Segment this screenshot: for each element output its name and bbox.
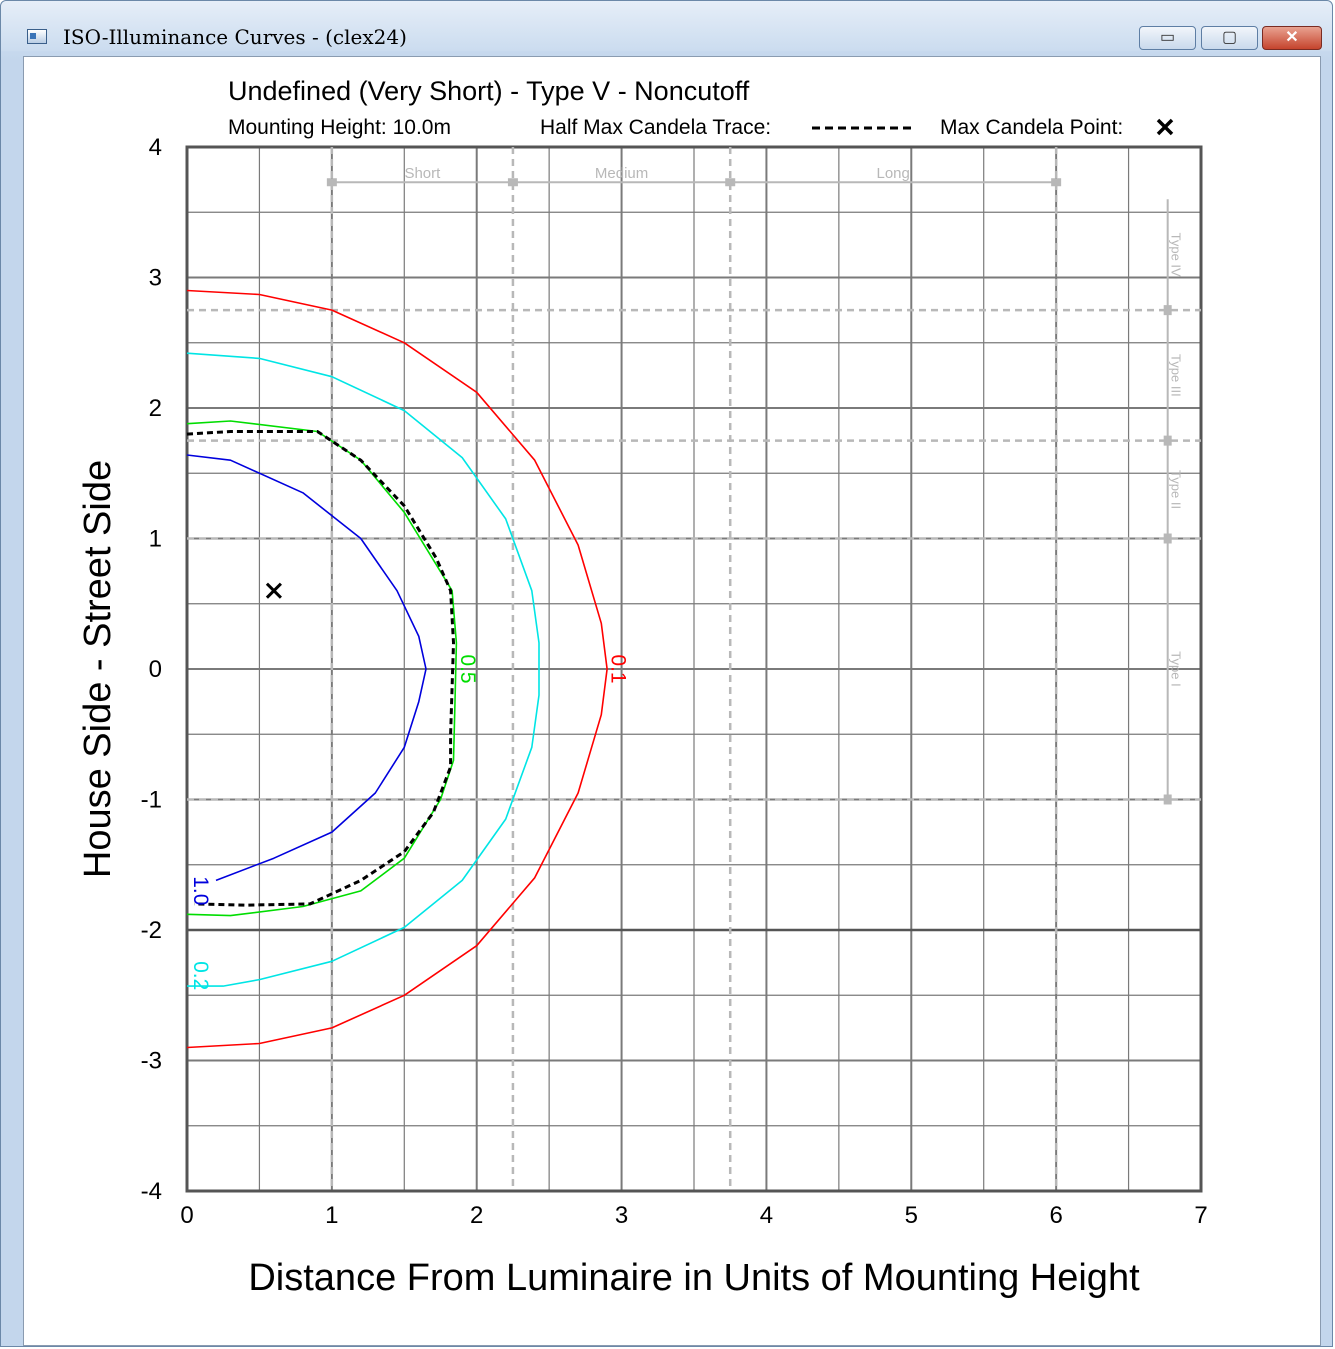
range-tick xyxy=(507,178,518,187)
chart-title: Undefined (Very Short) - Type V - Noncut… xyxy=(228,76,750,106)
chart-area xyxy=(23,56,1321,1346)
x-tick-label: 5 xyxy=(905,1202,918,1229)
max-point-legend-label: Max Candela Point: xyxy=(940,116,1124,139)
range-tick xyxy=(725,178,736,187)
type-tick xyxy=(1163,435,1172,446)
range-tick xyxy=(1051,178,1062,187)
contour-label-1-0: 1.0 xyxy=(189,876,212,905)
y-tick-label: 4 xyxy=(149,134,162,161)
max-point-legend-symbol xyxy=(1156,118,1174,136)
close-button[interactable]: ✕ xyxy=(1262,26,1322,50)
range-tick xyxy=(326,178,337,187)
contour-label-0-2: 0.2 xyxy=(189,961,212,990)
type-label: Type IV xyxy=(1169,233,1184,277)
series-half-max-candela-trace xyxy=(186,430,455,907)
type-tick xyxy=(1163,305,1172,316)
x-tick-label: 3 xyxy=(615,1202,628,1229)
contour-label-0-1: 0.1 xyxy=(607,654,630,683)
app-icon xyxy=(27,29,47,44)
x-tick-label: 1 xyxy=(325,1202,338,1229)
window-title: ISO-Illuminance Curves - (clex24) xyxy=(63,25,407,49)
maximize-button[interactable]: ▢ xyxy=(1201,26,1258,50)
type-label: Type II xyxy=(1169,470,1184,509)
series-0-1 xyxy=(186,289,608,1049)
y-tick-label: -2 xyxy=(141,917,162,944)
y-tick-label: -3 xyxy=(141,1048,162,1075)
series-0-2 xyxy=(186,352,540,987)
contour-label-0-5: 0.5 xyxy=(456,654,479,683)
y-tick-label: 3 xyxy=(149,265,162,292)
x-axis-label: Distance From Luminaire in Units of Moun… xyxy=(248,1257,1140,1299)
series-0-5 xyxy=(186,420,458,917)
x-tick-label: 0 xyxy=(180,1202,193,1229)
title-bar[interactable]: ISO-Illuminance Curves - (clex24) ▭ ▢ ✕ xyxy=(1,1,1332,51)
y-tick-label: -1 xyxy=(141,787,162,814)
y-tick-label: -4 xyxy=(141,1178,162,1205)
mounting-height-label: Mounting Height: 10.0m xyxy=(228,116,451,139)
type-tick xyxy=(1163,533,1172,544)
y-tick-label: 1 xyxy=(149,526,162,553)
y-tick-label: 0 xyxy=(149,656,162,683)
max-candela-point-marker xyxy=(265,582,282,599)
range-label: Long xyxy=(876,165,909,182)
minimize-button[interactable]: ▭ xyxy=(1139,26,1196,50)
half-max-legend-label: Half Max Candela Trace: xyxy=(540,116,772,139)
x-tick-label: 4 xyxy=(760,1202,773,1229)
range-label: Short xyxy=(404,165,441,182)
series-1-0 xyxy=(186,454,427,882)
type-label: Type III xyxy=(1169,354,1184,397)
x-tick-label: 2 xyxy=(470,1202,483,1229)
type-label: Type I xyxy=(1169,651,1184,686)
type-tick xyxy=(1163,794,1172,805)
x-tick-label: 7 xyxy=(1194,1202,1207,1229)
range-label: Medium xyxy=(595,165,648,182)
y-axis-label: House Side - Street Side xyxy=(77,460,119,878)
y-tick-label: 2 xyxy=(149,395,162,422)
plot-frame xyxy=(185,145,1203,1193)
x-tick-label: 6 xyxy=(1049,1202,1062,1229)
